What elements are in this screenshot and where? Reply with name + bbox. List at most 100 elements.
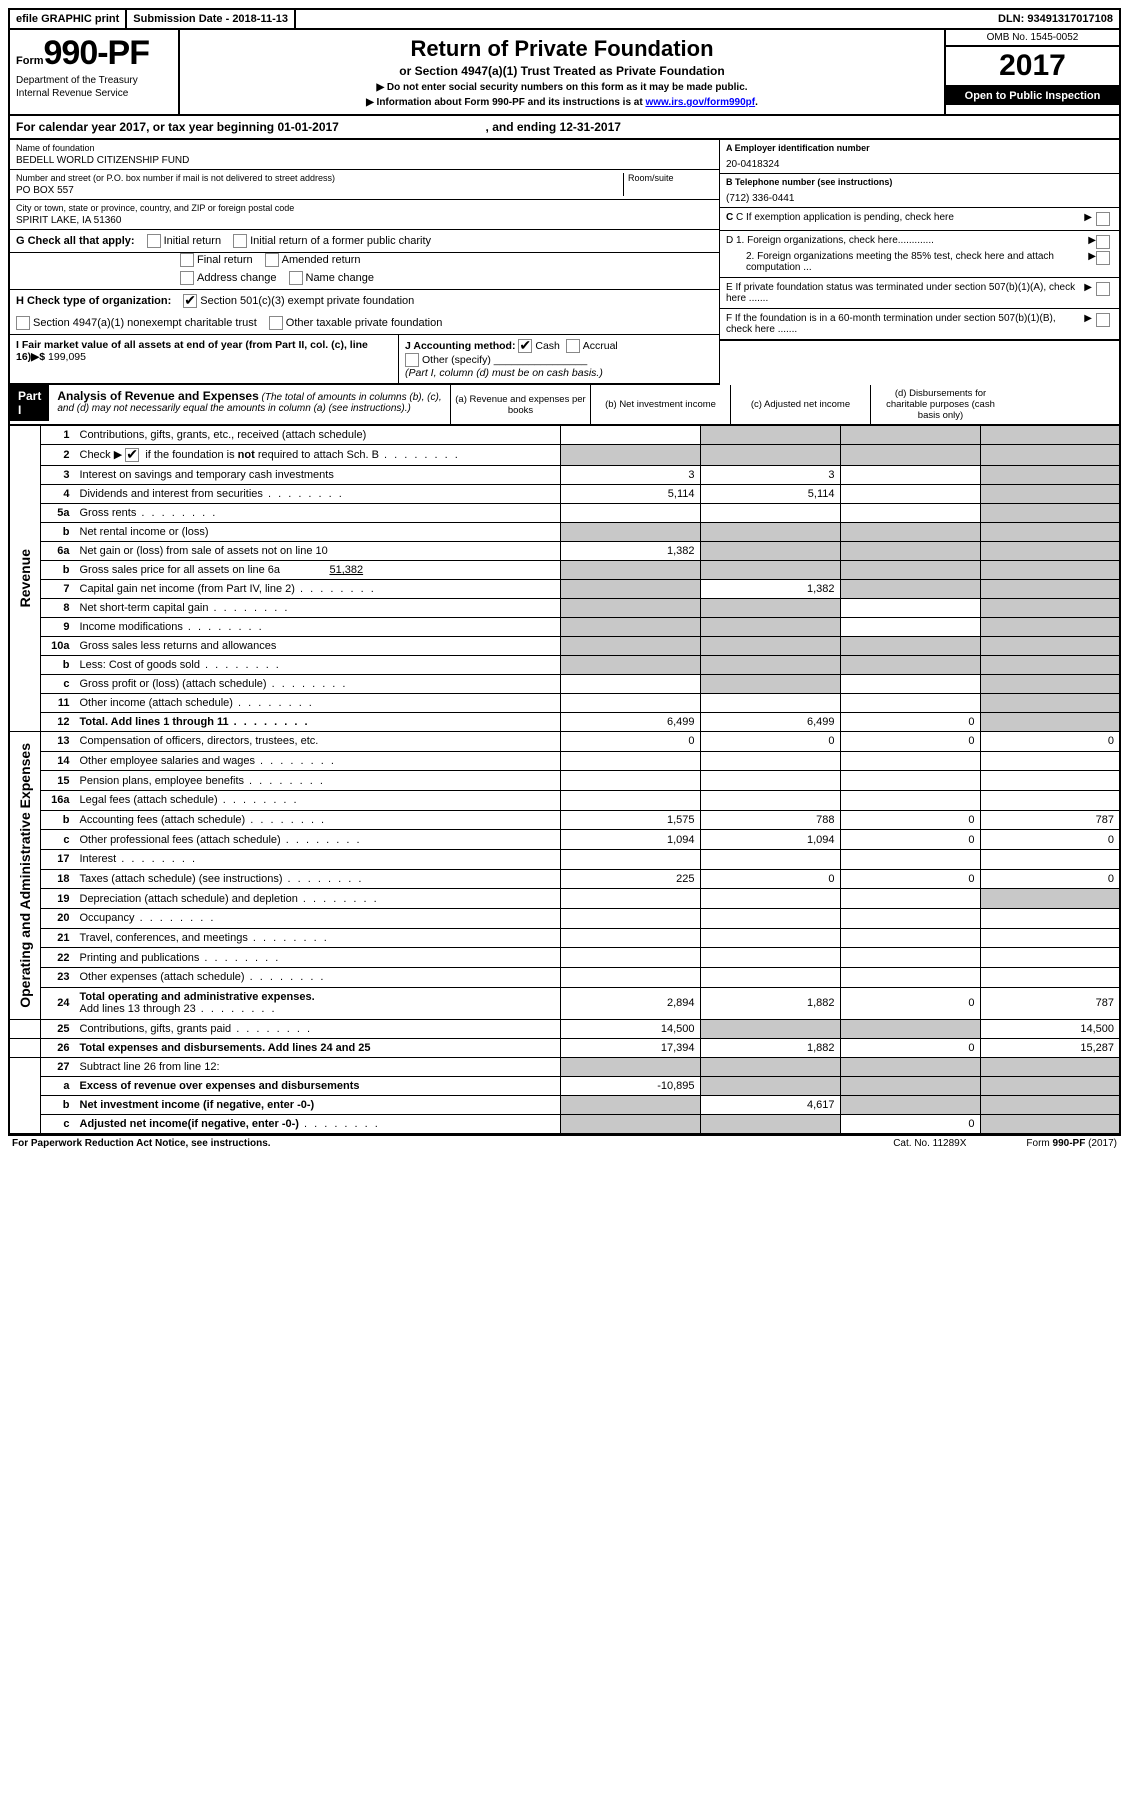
table-row: 19Depreciation (attach schedule) and dep… <box>9 889 1120 909</box>
cb-other-acct[interactable] <box>405 353 419 367</box>
part1-header: Part I Analysis of Revenue and Expenses … <box>8 385 1121 426</box>
g-label: G Check all that apply: <box>16 235 135 247</box>
cb-amended[interactable] <box>265 253 279 267</box>
table-row: 25Contributions, gifts, grants paid14,50… <box>9 1019 1120 1038</box>
table-row: 18Taxes (attach schedule) (see instructi… <box>9 869 1120 889</box>
city-val: SPIRIT LAKE, IA 51360 <box>16 213 713 226</box>
table-row: bLess: Cost of goods sold <box>9 656 1120 675</box>
table-row: 9Income modifications <box>9 618 1120 637</box>
table-row: 15Pension plans, employee benefits <box>9 771 1120 791</box>
form-number: Form990-PF <box>16 34 172 73</box>
phone-val: (712) 336-0441 <box>726 187 1113 204</box>
table-row: 26Total expenses and disbursements. Add … <box>9 1038 1120 1057</box>
form-note-1: ▶ Do not enter social security numbers o… <box>186 82 938 93</box>
table-row: bGross sales price for all assets on lin… <box>9 561 1120 580</box>
cb-other-tax[interactable] <box>269 316 283 330</box>
tax-year: 2017 <box>946 47 1119 85</box>
part1-table: Revenue 1Contributions, gifts, grants, e… <box>8 426 1121 1135</box>
table-row: 5aGross rents <box>9 504 1120 523</box>
table-row: bNet investment income (if negative, ent… <box>9 1095 1120 1114</box>
identity-block: Name of foundation BEDELL WORLD CITIZENS… <box>8 140 1121 385</box>
part1-title: Analysis of Revenue and Expenses <box>57 389 258 403</box>
cb-501c3[interactable] <box>183 294 197 308</box>
table-row: 12Total. Add lines 1 through 116,4996,49… <box>9 713 1120 732</box>
table-row: Operating and Administrative Expenses 13… <box>9 732 1120 752</box>
form-subtitle: or Section 4947(a)(1) Trust Treated as P… <box>186 64 938 78</box>
col-b-hdr: (b) Net investment income <box>590 385 730 424</box>
table-row: 16aLegal fees (attach schedule) <box>9 791 1120 811</box>
form-note-2: ▶ Information about Form 990-PF and its … <box>186 97 938 108</box>
name-label: Name of foundation <box>16 143 713 153</box>
dept-2: Internal Revenue Service <box>16 88 172 99</box>
cb-d1[interactable] <box>1096 235 1110 249</box>
col-a-hdr: (a) Revenue and expenses per books <box>450 385 590 424</box>
table-row: cOther professional fees (attach schedul… <box>9 830 1120 850</box>
c-text: C If exemption application is pending, c… <box>736 212 954 223</box>
footer-cat: Cat. No. 11289X <box>893 1138 966 1149</box>
cb-accrual[interactable] <box>566 339 580 353</box>
room-label: Room/suite <box>628 173 713 183</box>
f-text: F If the foundation is in a 60-month ter… <box>726 313 1080 335</box>
omb-number: OMB No. 1545-0052 <box>946 30 1119 47</box>
footer: For Paperwork Reduction Act Notice, see … <box>8 1135 1121 1151</box>
table-row: 23Other expenses (attach schedule) <box>9 967 1120 987</box>
table-row: 6aNet gain or (loss) from sale of assets… <box>9 542 1120 561</box>
e-text: E If private foundation status was termi… <box>726 282 1080 304</box>
submission-date: Submission Date - 2018-11-13 <box>127 10 296 28</box>
cb-4947[interactable] <box>16 316 30 330</box>
expenses-side: Operating and Administrative Expenses <box>15 735 35 1016</box>
efile-label: efile GRAPHIC print <box>10 10 127 28</box>
table-row: 8Net short-term capital gain <box>9 599 1120 618</box>
cb-f[interactable] <box>1096 313 1110 327</box>
calendar-year-row: For calendar year 2017, or tax year begi… <box>8 116 1121 140</box>
cb-name-change[interactable] <box>289 271 303 285</box>
b-label: B Telephone number (see instructions) <box>726 177 1113 187</box>
table-row: 2Check ▶ if the foundation is not requir… <box>9 445 1120 466</box>
table-row: 11Other income (attach schedule) <box>9 694 1120 713</box>
dln: DLN: 93491317017108 <box>992 10 1119 28</box>
cb-final[interactable] <box>180 253 194 267</box>
j-label: J Accounting method: <box>405 340 515 352</box>
cb-e[interactable] <box>1096 282 1110 296</box>
table-row: 21Travel, conferences, and meetings <box>9 928 1120 948</box>
addr-label: Number and street (or P.O. box number if… <box>16 173 623 183</box>
table-row: 20Occupancy <box>9 909 1120 929</box>
cb-cash[interactable] <box>518 339 532 353</box>
col-d-hdr: (d) Disbursements for charitable purpose… <box>870 385 1010 424</box>
cb-d2[interactable] <box>1096 251 1110 265</box>
header-bar: efile GRAPHIC print Submission Date - 20… <box>8 8 1121 30</box>
table-row: 14Other employee salaries and wages <box>9 751 1120 771</box>
cb-initial-former[interactable] <box>233 234 247 248</box>
fmv-value: 199,095 <box>48 351 86 363</box>
j-note: (Part I, column (d) must be on cash basi… <box>405 367 603 379</box>
table-row: bAccounting fees (attach schedule)1,5757… <box>9 810 1120 830</box>
col-c-hdr: (c) Adjusted net income <box>730 385 870 424</box>
cb-initial[interactable] <box>147 234 161 248</box>
irs-link[interactable]: www.irs.gov/form990pf <box>645 97 755 108</box>
inspection-notice: Open to Public Inspection <box>946 85 1119 105</box>
h-label: H Check type of organization: <box>16 295 171 307</box>
table-row: cAdjusted net income(if negative, enter … <box>9 1114 1120 1134</box>
a-label: A Employer identification number <box>726 143 1113 153</box>
form-header: Form990-PF Department of the Treasury In… <box>8 30 1121 116</box>
table-row: 10aGross sales less returns and allowanc… <box>9 637 1120 656</box>
foundation-name: BEDELL WORLD CITIZENSHIP FUND <box>16 153 713 166</box>
table-row: cGross profit or (loss) (attach schedule… <box>9 675 1120 694</box>
table-row: 7Capital gain net income (from Part IV, … <box>9 580 1120 599</box>
city-label: City or town, state or province, country… <box>16 203 713 213</box>
part1-tag: Part I <box>10 385 49 421</box>
table-row: 3Interest on savings and temporary cash … <box>9 466 1120 485</box>
table-row: aExcess of revenue over expenses and dis… <box>9 1076 1120 1095</box>
table-row: Revenue 1Contributions, gifts, grants, e… <box>9 426 1120 445</box>
form-title: Return of Private Foundation <box>186 36 938 62</box>
cb-c[interactable] <box>1096 212 1110 226</box>
table-row: 27Subtract line 26 from line 12: <box>9 1057 1120 1076</box>
d1-text: D 1. Foreign organizations, check here..… <box>726 235 1088 249</box>
cb-schb[interactable] <box>125 448 139 462</box>
revenue-side: Revenue <box>15 541 35 615</box>
d2-text: 2. Foreign organizations meeting the 85%… <box>726 251 1088 273</box>
table-row: 22Printing and publications <box>9 948 1120 968</box>
cb-addr-change[interactable] <box>180 271 194 285</box>
table-row: bNet rental income or (loss) <box>9 523 1120 542</box>
dept-1: Department of the Treasury <box>16 75 172 86</box>
